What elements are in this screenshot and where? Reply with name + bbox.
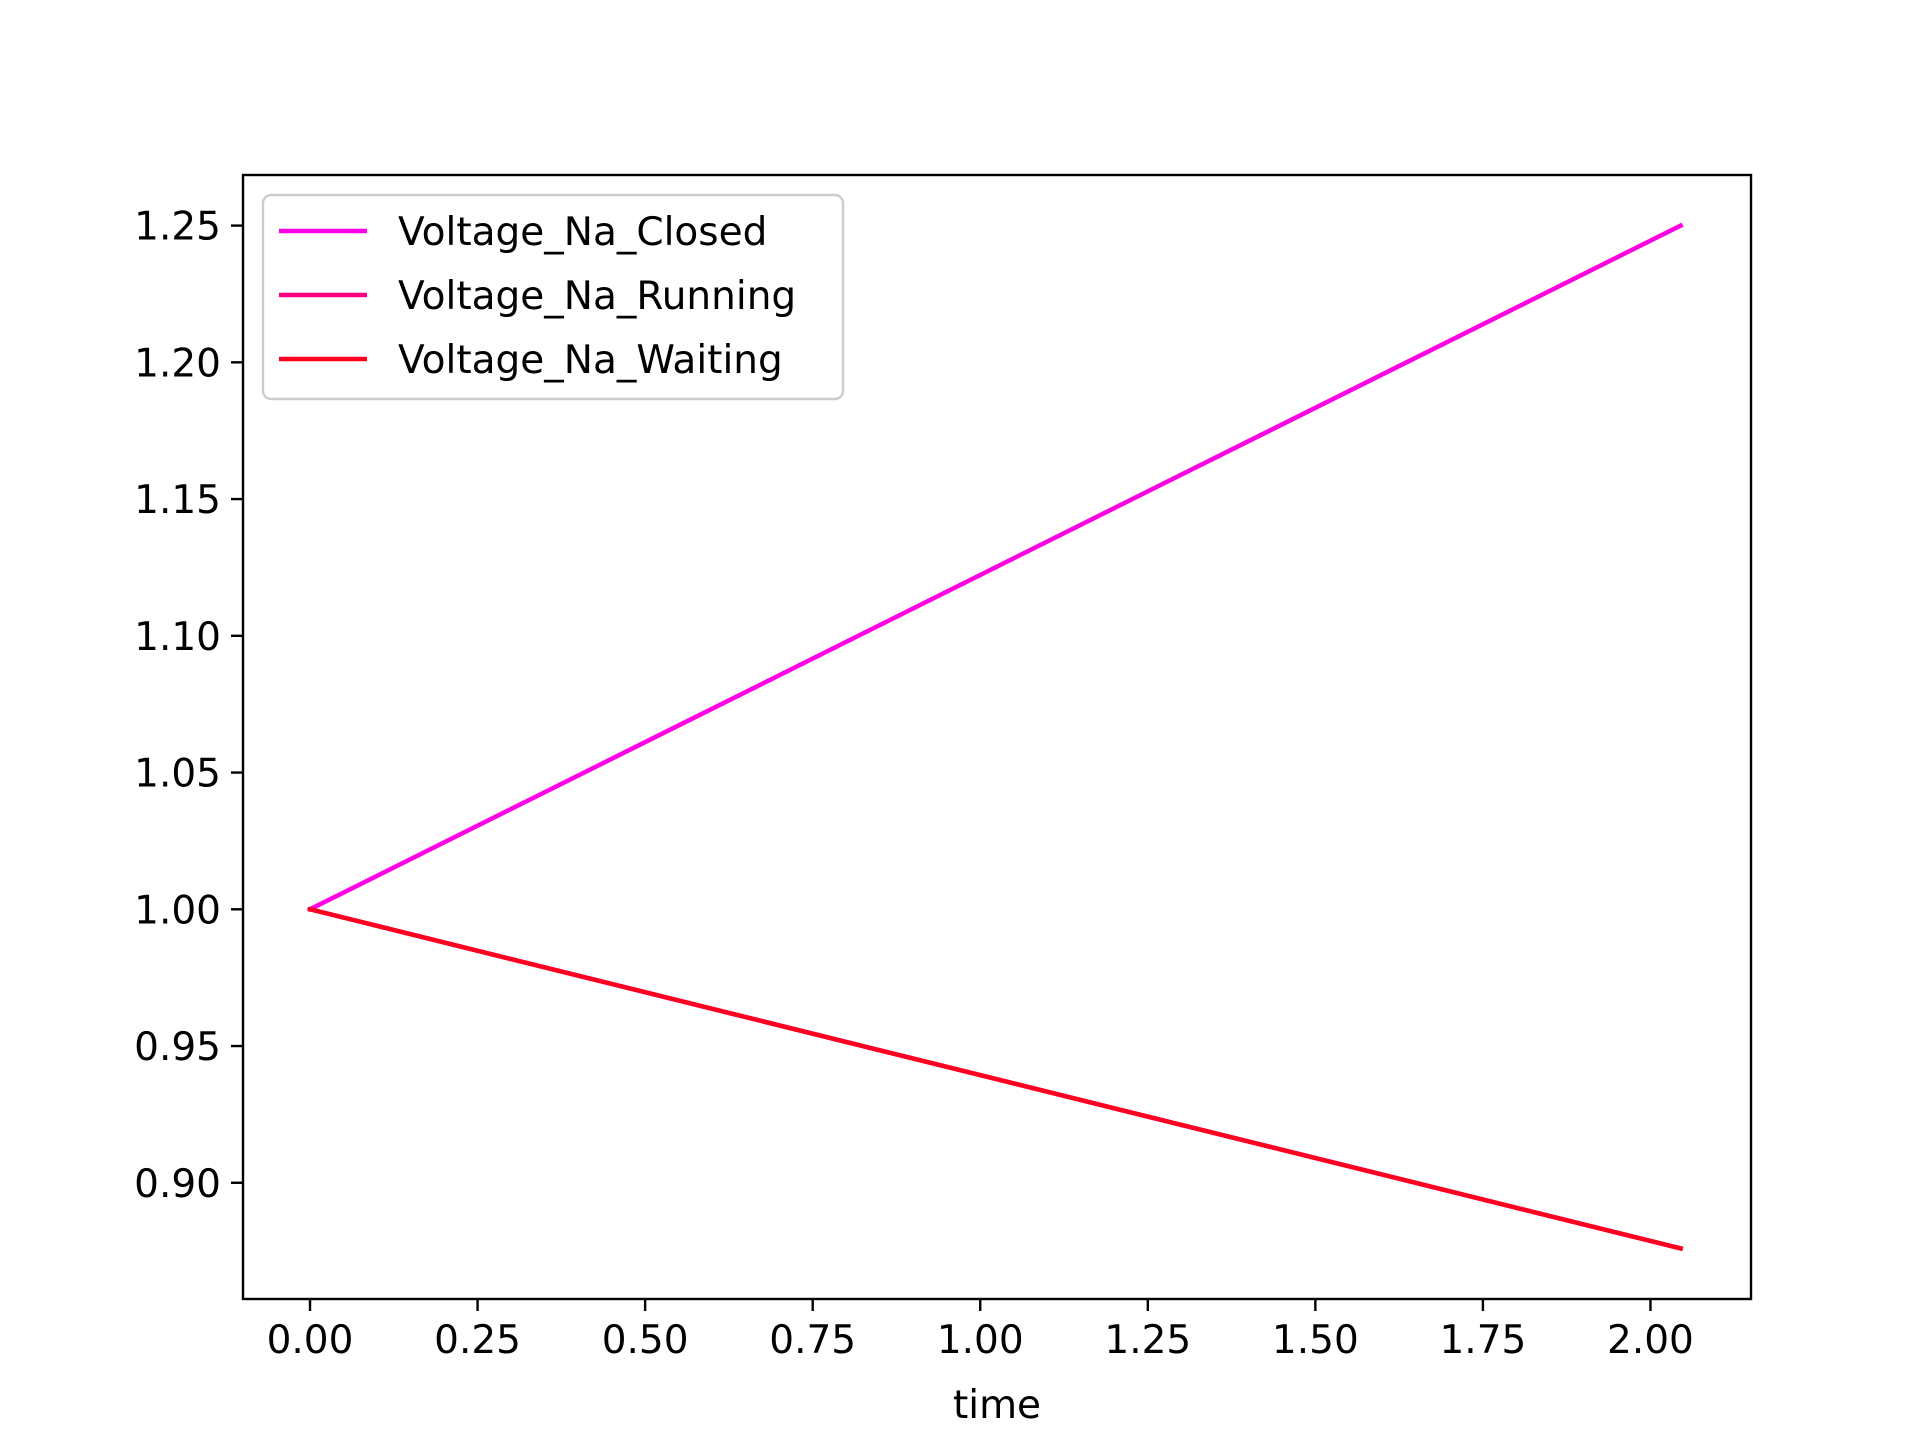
y-axis: 0.90 0.95 1.00 1.05 1.10 1.15 1.20 1.25 xyxy=(134,205,243,1207)
y-tick-label: 0.95 xyxy=(134,1025,221,1070)
y-tick-label: 1.10 xyxy=(134,615,221,660)
legend-label: Voltage_Na_Waiting xyxy=(398,338,783,383)
legend: Voltage_Na_Closed Voltage_Na_Running Volta… xyxy=(261,193,845,401)
x-tick-label: 1.50 xyxy=(1272,1318,1359,1363)
series-layer xyxy=(307,222,1684,1252)
x-tick-label: 1.00 xyxy=(937,1318,1024,1363)
plot-frame xyxy=(241,173,1753,1301)
x-tick-label: 2.00 xyxy=(1607,1318,1694,1363)
y-tick-label: 0.90 xyxy=(134,1162,221,1207)
series-line-voltage-na-waiting xyxy=(307,906,1684,1252)
series-line-voltage-na-closed xyxy=(307,222,1684,913)
x-tick-label: 0.25 xyxy=(434,1318,521,1363)
y-tick-label: 1.20 xyxy=(134,341,221,386)
x-tick-label: 1.75 xyxy=(1439,1318,1526,1363)
y-tick-label: 1.05 xyxy=(134,752,221,797)
legend-label: Voltage_Na_Running xyxy=(398,274,796,319)
legend-label: Voltage_Na_Closed xyxy=(398,210,767,255)
y-tick-label: 1.00 xyxy=(134,888,221,933)
x-tick-label: 0.75 xyxy=(769,1318,856,1363)
x-tick-label: 0.00 xyxy=(267,1318,354,1363)
y-tick-label: 1.15 xyxy=(134,478,221,523)
x-axis: 0.00 0.25 0.50 0.75 1.00 1.25 1.50 1.75 2.00 xyxy=(267,1299,1694,1363)
legend-box xyxy=(261,193,845,401)
x-tick-label: 0.50 xyxy=(602,1318,689,1363)
x-tick-label: 1.25 xyxy=(1104,1318,1191,1363)
y-tick-label: 1.25 xyxy=(134,205,221,250)
x-axis-label: time xyxy=(953,1383,1041,1428)
